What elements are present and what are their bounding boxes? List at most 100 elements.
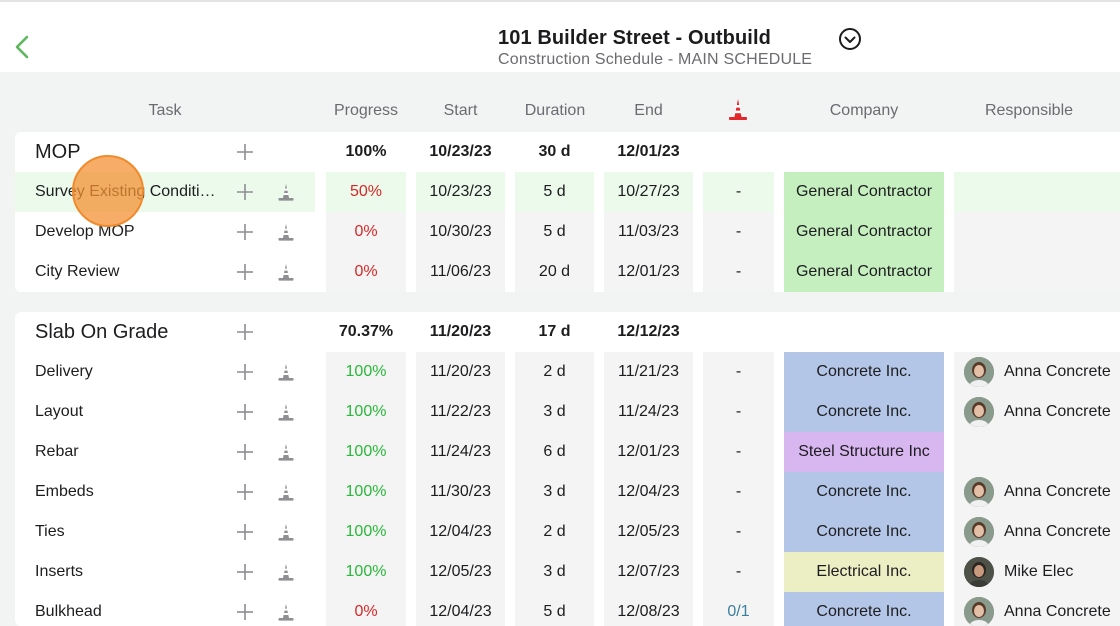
table-row[interactable]: Embeds 100% 11/30/23 3 d 12/04/23- Concrete I… — [15, 472, 1120, 512]
table-row[interactable]: Delivery 100% 11/20/23 2 d 11/21/23- Concrete… — [15, 352, 1120, 392]
task-cell[interactable]: Embeds — [15, 472, 315, 512]
column-header-duration[interactable]: Duration — [524, 102, 586, 119]
responsible-cell[interactable]: Anna Concrete — [954, 472, 1120, 512]
table-row[interactable]: Inserts 100% 12/05/23 3 d 12/07/23- Electrica… — [15, 552, 1120, 592]
traffic-cone-icon[interactable] — [277, 183, 295, 202]
table-row[interactable]: City Review 0% 11/06/23 20 d 12/01/23- Genera… — [15, 252, 1120, 292]
company-cell[interactable]: General Contractor — [784, 252, 944, 292]
start-date-cell[interactable]: 10/30/23 — [416, 212, 505, 252]
progress-cell[interactable]: 100% — [326, 472, 406, 512]
traffic-cone-icon[interactable] — [277, 403, 295, 422]
start-date-cell[interactable]: 11/24/23 — [416, 432, 505, 472]
duration-cell[interactable]: 2 d — [515, 512, 594, 552]
traffic-cone-icon[interactable] — [277, 563, 295, 582]
progress-cell[interactable]: 0% — [326, 592, 406, 626]
end-date-cell[interactable]: 12/05/23 — [604, 512, 693, 552]
start-date-cell[interactable]: 12/04/23 — [416, 512, 505, 552]
constraints-cell[interactable]: - — [703, 172, 774, 212]
progress-cell[interactable]: 0% — [326, 212, 406, 252]
plus-icon[interactable] — [236, 483, 254, 501]
duration-cell[interactable]: 6 d — [515, 432, 594, 472]
column-header-start[interactable]: Start — [443, 102, 478, 119]
task-cell[interactable]: Delivery — [15, 352, 315, 392]
traffic-cone-icon[interactable] — [277, 263, 295, 282]
plus-icon[interactable] — [236, 323, 254, 341]
duration-cell[interactable]: 20 d — [515, 252, 594, 292]
column-header-company[interactable]: Company — [829, 102, 899, 119]
task-name-city-review[interactable]: City Review — [35, 263, 120, 280]
end-date-cell[interactable]: 11/24/23 — [604, 392, 693, 432]
constraints-cell[interactable]: - — [703, 472, 774, 512]
end-date-cell[interactable]: 11/03/23 — [604, 212, 693, 252]
constraints-cell[interactable]: - — [703, 512, 774, 552]
plus-icon[interactable] — [236, 223, 254, 241]
chevron-down-circle-icon[interactable] — [838, 27, 862, 51]
traffic-cone-icon[interactable] — [277, 483, 295, 502]
duration-cell[interactable]: 5 d — [515, 592, 594, 626]
progress-cell[interactable]: 50% — [326, 172, 406, 212]
plus-icon[interactable] — [236, 563, 254, 581]
end-date-cell[interactable]: 12/08/23 — [604, 592, 693, 626]
constraints-cell[interactable]: - — [703, 552, 774, 592]
start-date-cell[interactable]: 12/04/23 — [416, 592, 505, 626]
progress-cell[interactable]: 100% — [326, 432, 406, 472]
plus-icon[interactable] — [236, 143, 254, 161]
traffic-cone-icon[interactable] — [277, 443, 295, 462]
responsible-cell[interactable]: Anna Concrete — [954, 392, 1120, 432]
traffic-cone-icon[interactable] — [277, 523, 295, 542]
company-cell[interactable]: Concrete Inc. — [784, 512, 944, 552]
duration-cell[interactable]: 3 d — [515, 472, 594, 512]
responsible-cell[interactable]: Anna Concrete — [954, 592, 1120, 626]
start-date-cell[interactable]: 11/06/23 — [416, 252, 505, 292]
task-name-bulkhead[interactable]: Bulkhead — [35, 603, 102, 620]
table-row[interactable]: Layout 100% 11/22/23 3 d 11/24/23- Concrete I… — [15, 392, 1120, 432]
traffic-cone-icon[interactable] — [727, 98, 749, 122]
progress-cell[interactable]: 100% — [326, 512, 406, 552]
table-row[interactable]: Develop MOP 0% 10/30/23 5 d 11/03/23- General… — [15, 212, 1120, 252]
progress-cell[interactable]: 100% — [326, 392, 406, 432]
plus-icon[interactable] — [236, 183, 254, 201]
plus-icon[interactable] — [236, 523, 254, 541]
traffic-cone-icon[interactable] — [277, 223, 295, 242]
plus-icon[interactable] — [236, 603, 254, 621]
duration-cell[interactable]: 3 d — [515, 392, 594, 432]
start-date-cell[interactable]: 12/05/23 — [416, 552, 505, 592]
progress-cell[interactable]: 100% — [326, 552, 406, 592]
start-date-cell[interactable]: 11/30/23 — [416, 472, 505, 512]
progress-cell[interactable]: 0% — [326, 252, 406, 292]
duration-cell[interactable]: 5 d — [515, 212, 594, 252]
company-cell[interactable]: General Contractor — [784, 172, 944, 212]
column-header-task[interactable]: Task — [148, 102, 182, 119]
responsible-cell[interactable] — [954, 432, 1120, 472]
task-name-ties[interactable]: Ties — [35, 523, 65, 540]
table-row[interactable]: Survey Existing Conditions 50% 10/23/23 5 d… — [15, 172, 1120, 212]
start-date-cell[interactable]: 11/20/23 — [416, 352, 505, 392]
task-name-embeds[interactable]: Embeds — [35, 483, 94, 500]
responsible-cell[interactable]: Anna Concrete — [954, 512, 1120, 552]
task-cell[interactable]: Inserts — [15, 552, 315, 592]
start-date-cell[interactable]: 11/22/23 — [416, 392, 505, 432]
company-cell[interactable]: Concrete Inc. — [784, 472, 944, 512]
company-cell[interactable]: Concrete Inc. — [784, 352, 944, 392]
company-cell[interactable]: Concrete Inc. — [784, 392, 944, 432]
plus-icon[interactable] — [236, 363, 254, 381]
progress-cell[interactable]: 100% — [326, 352, 406, 392]
responsible-cell[interactable]: Anna Concrete — [954, 352, 1120, 392]
duration-cell[interactable]: 3 d — [515, 552, 594, 592]
constraints-cell[interactable]: 0/1 — [703, 592, 774, 626]
constraints-cell[interactable]: - — [703, 352, 774, 392]
task-cell[interactable]: Rebar — [15, 432, 315, 472]
constraints-cell[interactable]: - — [703, 432, 774, 472]
start-date-cell[interactable]: 10/23/23 — [416, 172, 505, 212]
company-cell[interactable]: General Contractor — [784, 212, 944, 252]
task-name-survey-existing-conditions[interactable]: Survey Existing Conditions — [35, 183, 217, 200]
column-header-responsible[interactable]: Responsible — [984, 102, 1074, 119]
end-date-cell[interactable]: 12/01/23 — [604, 432, 693, 472]
task-name-layout[interactable]: Layout — [35, 403, 84, 420]
constraints-cell[interactable]: - — [703, 212, 774, 252]
plus-icon[interactable] — [236, 443, 254, 461]
company-cell[interactable]: Concrete Inc. — [784, 592, 944, 626]
company-cell[interactable]: Steel Structure Inc — [784, 432, 944, 472]
table-row[interactable]: Ties 100% 12/04/23 2 d 12/05/23- Concrete Inc… — [15, 512, 1120, 552]
task-cell[interactable]: Bulkhead — [15, 592, 315, 626]
